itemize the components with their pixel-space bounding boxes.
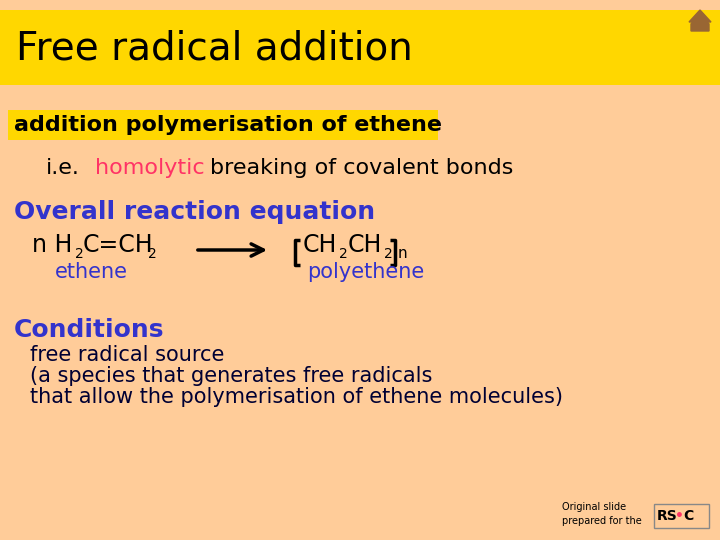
Text: n H: n H <box>32 233 73 257</box>
Polygon shape <box>691 12 709 31</box>
Text: ethene: ethene <box>55 262 128 282</box>
Text: •: • <box>675 509 684 523</box>
Text: 2: 2 <box>339 247 348 261</box>
Text: breaking of covalent bonds: breaking of covalent bonds <box>210 158 513 178</box>
Text: RS: RS <box>657 509 678 523</box>
Text: that allow the polymerisation of ethene molecules): that allow the polymerisation of ethene … <box>30 387 563 407</box>
Text: C: C <box>683 509 693 523</box>
Polygon shape <box>689 10 711 22</box>
Text: n: n <box>398 246 408 261</box>
Text: Original slide
prepared for the: Original slide prepared for the <box>562 502 642 526</box>
Text: i.e.: i.e. <box>46 158 80 178</box>
Text: homolytic: homolytic <box>95 158 204 178</box>
Text: Free radical addition: Free radical addition <box>16 29 413 67</box>
Text: CH: CH <box>348 233 382 257</box>
Text: Overall reaction equation: Overall reaction equation <box>14 200 375 224</box>
Bar <box>0 10 720 85</box>
Text: C=CH: C=CH <box>83 233 153 257</box>
Text: 2: 2 <box>148 247 157 261</box>
Text: (a species that generates free radicals: (a species that generates free radicals <box>30 366 433 386</box>
Text: addition polymerisation of ethene: addition polymerisation of ethene <box>14 115 442 135</box>
Text: 2: 2 <box>384 247 392 261</box>
Text: free radical source: free radical source <box>30 345 225 365</box>
Text: Conditions: Conditions <box>14 318 164 342</box>
Text: 2: 2 <box>75 247 84 261</box>
Bar <box>8 110 438 140</box>
Text: CH: CH <box>303 233 338 257</box>
Bar <box>654 504 709 528</box>
Text: polyethene: polyethene <box>307 262 424 282</box>
